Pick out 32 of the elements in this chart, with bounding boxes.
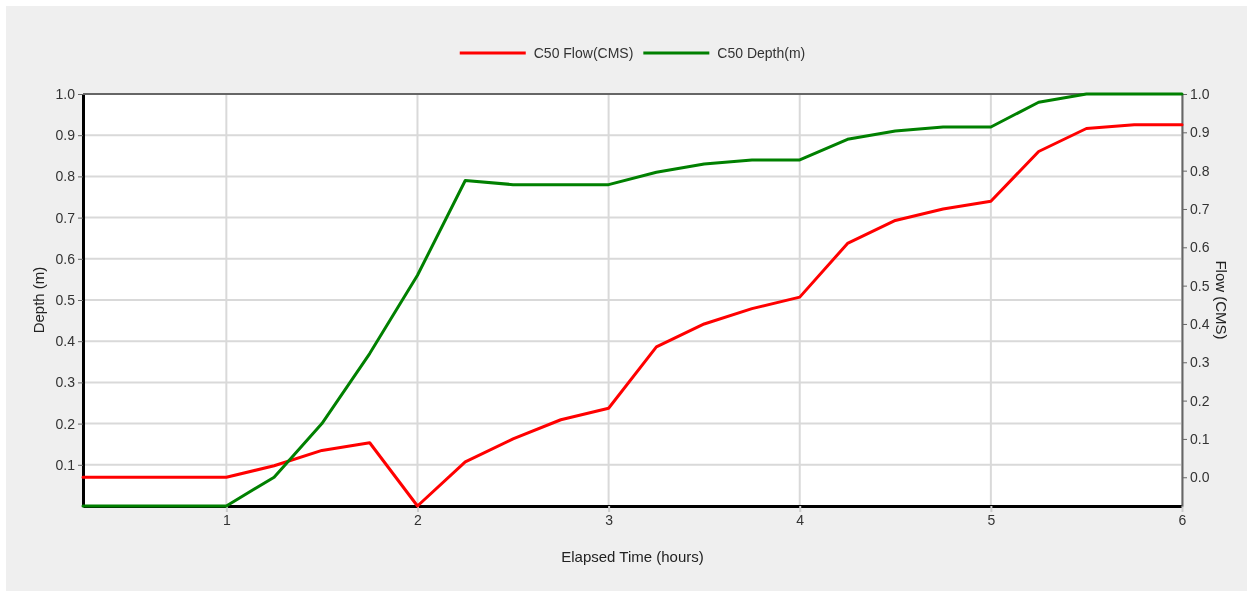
- y-tick-label: 0.9: [55, 127, 76, 144]
- y2-axis-title: Flow (CMS): [1213, 260, 1230, 340]
- legend-label: C50 Depth(m): [717, 45, 806, 61]
- y-tick-label: 0.8: [55, 168, 76, 185]
- x-axis-title: Elapsed Time (hours): [561, 548, 704, 565]
- y-tick-label: 1.0: [55, 85, 76, 102]
- y-tick-label: 0.7: [55, 209, 76, 226]
- x-tick-label: 5: [987, 511, 996, 528]
- y-tick-label: 0.1: [55, 456, 76, 473]
- x-tick-label: 6: [1178, 511, 1187, 528]
- y-axis-title: Depth (m): [30, 266, 47, 334]
- y2-tick-label: 0.1: [1190, 430, 1210, 447]
- y2-tick-label: 0.9: [1190, 124, 1210, 141]
- x-tick-label: 4: [796, 511, 805, 528]
- y2-tick-label: 0.8: [1190, 162, 1210, 179]
- y2-tick-label: 0.6: [1190, 239, 1210, 256]
- y-tick-label: 0.5: [55, 291, 76, 308]
- y2-tick-label: 0.5: [1190, 277, 1210, 294]
- y-tick-label: 0.3: [55, 374, 76, 391]
- y2-tick-label: 0.3: [1190, 354, 1210, 371]
- y2-tick-label: 0.0: [1190, 469, 1210, 486]
- y-tick-label: 0.2: [55, 415, 76, 432]
- legend-label: C50 Flow(CMS): [533, 45, 634, 61]
- y2-tick-label: 0.4: [1190, 315, 1210, 332]
- x-tick-label: 3: [605, 511, 614, 528]
- y2-tick-label: 0.2: [1190, 392, 1210, 409]
- x-tick-label: 1: [222, 511, 231, 528]
- x-tick-label: 2: [414, 511, 423, 528]
- y-tick-label: 0.6: [55, 250, 76, 267]
- y-tick-label: 0.4: [55, 333, 76, 350]
- y2-tick-label: 1.0: [1190, 85, 1210, 102]
- y2-tick-label: 0.7: [1190, 200, 1210, 217]
